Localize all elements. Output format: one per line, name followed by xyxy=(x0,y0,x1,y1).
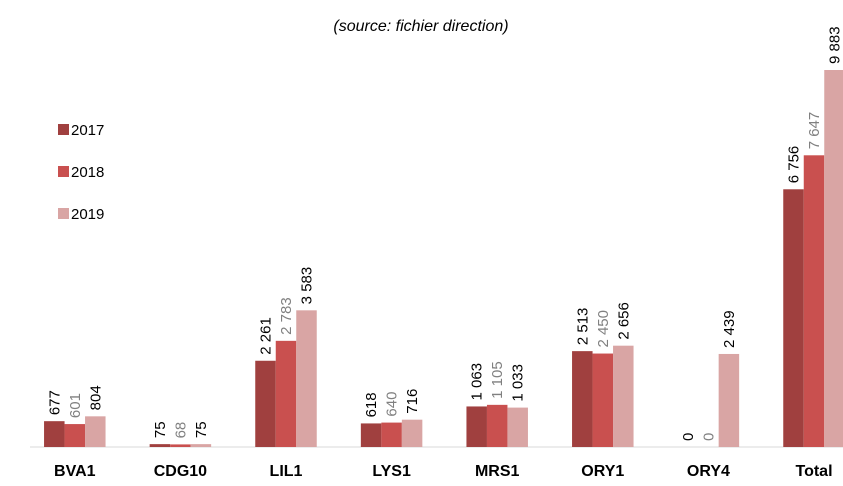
bar xyxy=(360,423,382,447)
bar xyxy=(401,419,423,447)
x-tick-label: ORY1 xyxy=(581,463,624,480)
data-label: 6 756 xyxy=(786,146,803,184)
x-tick-label: LIL1 xyxy=(270,463,303,480)
data-label: 2 513 xyxy=(574,308,591,346)
data-label: 2 783 xyxy=(278,297,295,335)
bar xyxy=(190,444,212,447)
data-label: 618 xyxy=(363,392,380,417)
bar xyxy=(149,444,171,447)
data-label: 804 xyxy=(87,385,104,410)
bar xyxy=(64,424,86,447)
legend-swatch xyxy=(58,166,69,177)
data-label: 2 261 xyxy=(258,317,275,355)
x-tick-label: BVA1 xyxy=(54,463,96,480)
bar xyxy=(572,351,593,447)
bar xyxy=(466,406,487,447)
legend-swatch xyxy=(58,124,69,135)
data-label: 7 647 xyxy=(806,112,823,150)
data-label: 75 xyxy=(152,421,169,438)
chart-subtitle: (source: fichier direction) xyxy=(333,18,508,35)
data-label: 1 033 xyxy=(510,364,527,402)
legend-swatch xyxy=(58,208,69,219)
bar xyxy=(381,422,402,447)
bar xyxy=(783,189,804,448)
bar xyxy=(255,360,276,447)
bar xyxy=(85,416,106,447)
data-label: 9 883 xyxy=(827,26,843,64)
x-tick-label: CDG10 xyxy=(154,463,207,480)
x-tick-label: Total xyxy=(795,463,832,480)
bar xyxy=(170,444,191,447)
data-label: 2 450 xyxy=(595,310,612,348)
bar xyxy=(803,155,825,447)
data-label: 75 xyxy=(193,421,210,438)
data-label: 2 656 xyxy=(615,302,632,340)
data-label: 640 xyxy=(384,392,401,417)
data-label: 3 583 xyxy=(299,267,316,305)
bar xyxy=(275,340,297,447)
data-label: 68 xyxy=(172,422,189,439)
bar xyxy=(824,70,843,447)
bar xyxy=(718,353,740,447)
bar xyxy=(592,353,614,447)
x-tick-label: LYS1 xyxy=(372,463,411,480)
bar xyxy=(507,407,528,447)
data-label: 0 xyxy=(700,433,717,441)
data-label: 716 xyxy=(404,389,421,414)
data-label: 2 439 xyxy=(721,310,738,348)
x-tick-label: ORY4 xyxy=(687,463,730,480)
bar xyxy=(486,404,508,447)
legend-label: 2017 xyxy=(71,122,104,139)
legend-label: 2019 xyxy=(71,206,104,223)
data-label: 677 xyxy=(46,390,63,415)
data-label: 1 063 xyxy=(469,363,486,401)
bar xyxy=(296,310,317,447)
bar xyxy=(44,421,65,447)
x-tick-label: MRS1 xyxy=(475,463,520,480)
data-label: 0 xyxy=(680,433,697,441)
bar xyxy=(613,345,634,447)
legend-label: 2018 xyxy=(71,164,104,181)
data-label: 1 105 xyxy=(489,361,506,399)
data-label: 601 xyxy=(67,393,84,418)
